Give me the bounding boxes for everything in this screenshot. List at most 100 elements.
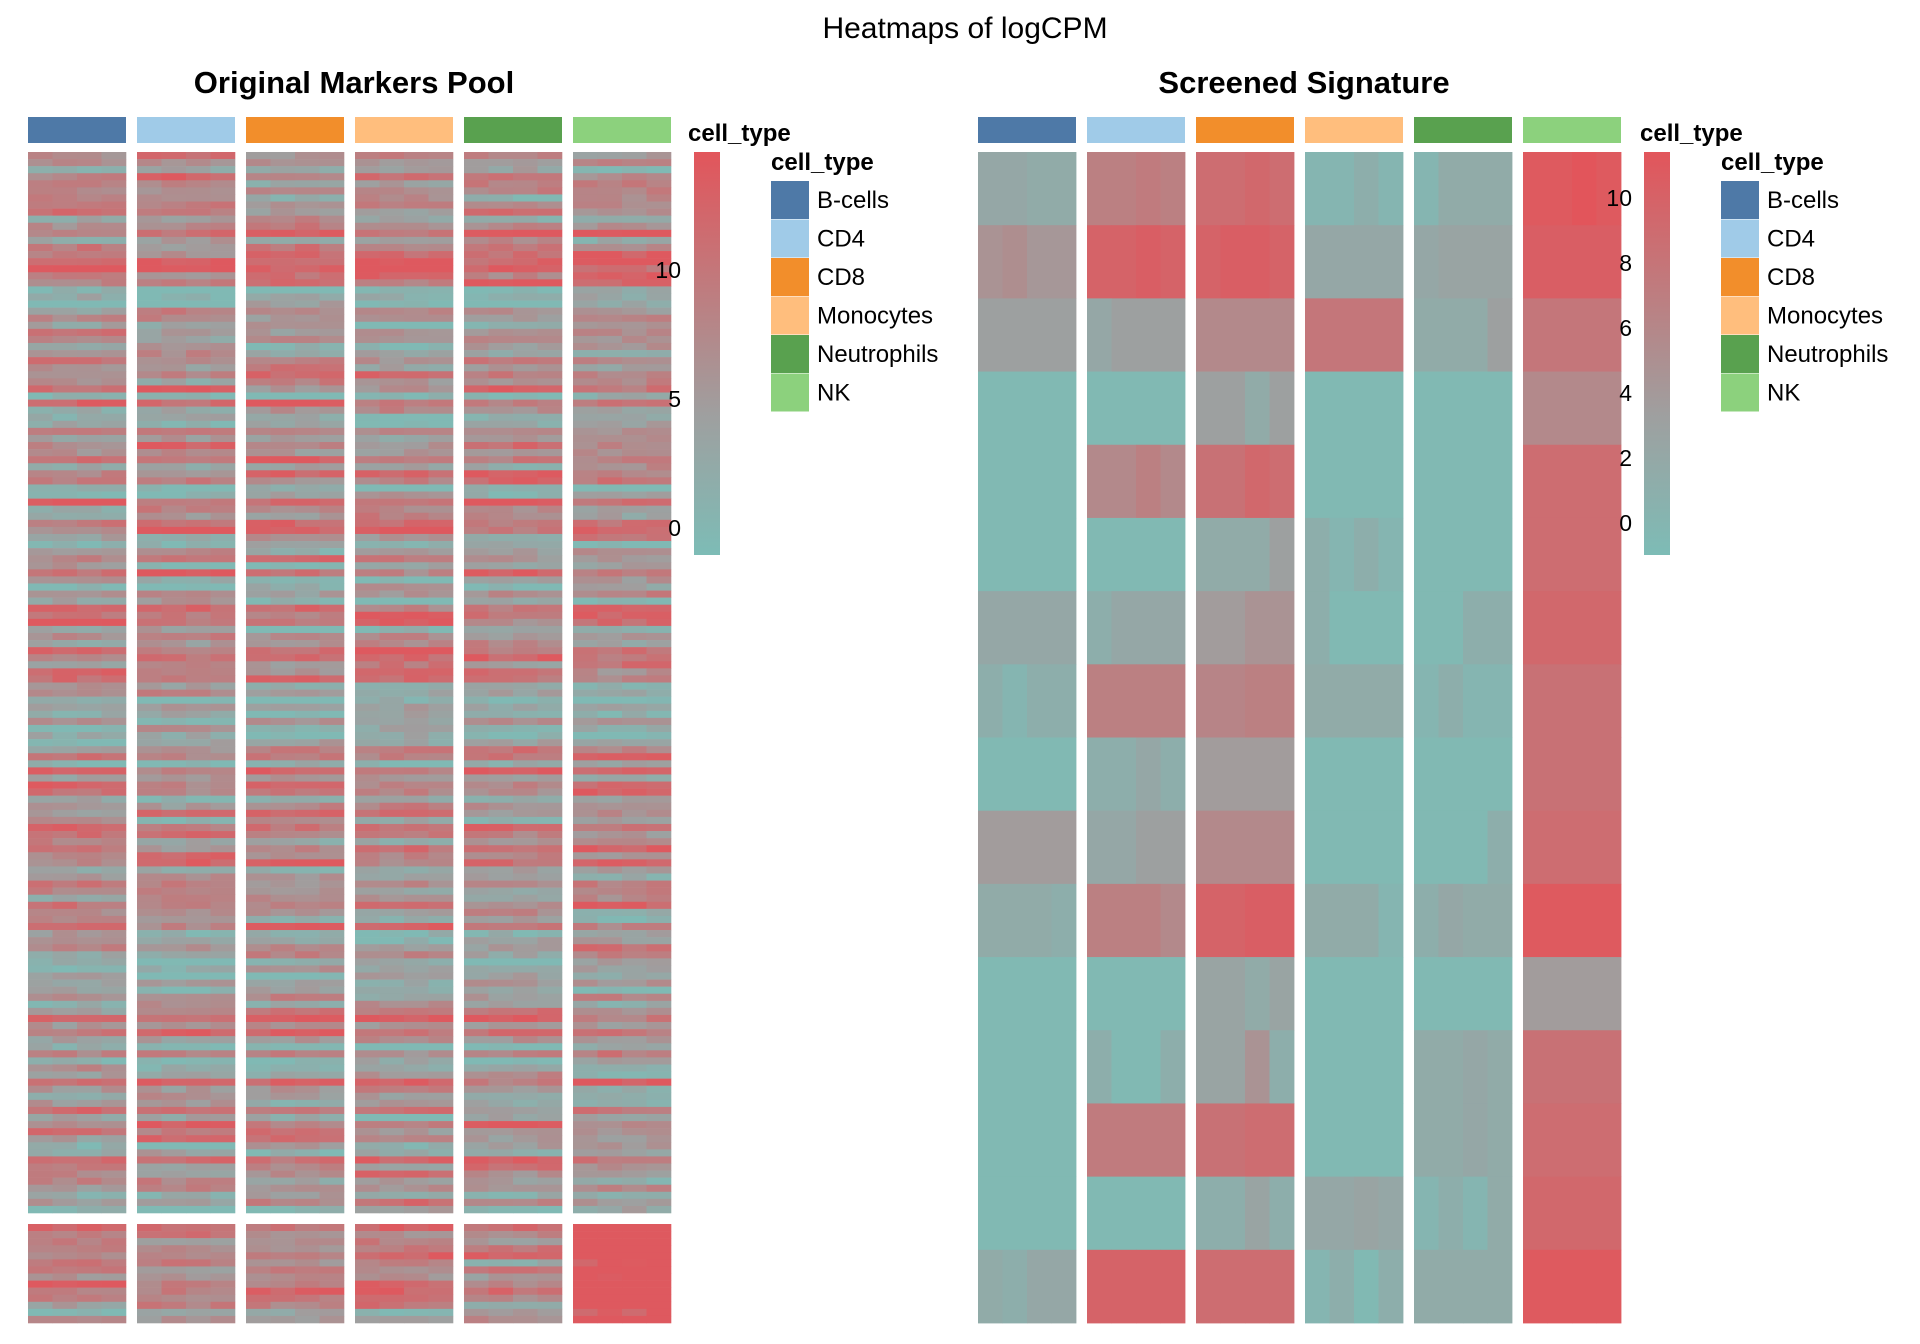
heatmap-cell [573, 427, 598, 436]
heatmap-cell [186, 1092, 211, 1101]
heatmap-cell [1414, 1103, 1439, 1178]
heatmap-cell [355, 661, 380, 669]
heatmap-cell [379, 1231, 405, 1239]
heatmap-cell [186, 1273, 211, 1281]
heatmap-cell [355, 922, 380, 931]
heatmap-cell [428, 442, 454, 450]
heatmap-cell [270, 1301, 296, 1310]
heatmap-cell [404, 1036, 429, 1044]
heatmap-cell [597, 618, 623, 627]
heatmap-cell [137, 753, 162, 761]
heatmap-cell [1220, 1249, 1246, 1324]
heatmap-cell [137, 590, 162, 598]
heatmap-cell [464, 590, 489, 598]
heatmap-cell [246, 180, 271, 188]
legend-label-nk: NK [817, 380, 850, 407]
heatmap-cell [246, 831, 271, 839]
heatmap-cell [355, 1191, 380, 1200]
heatmap-cell [464, 696, 489, 705]
heatmap-cell [379, 915, 405, 924]
heatmap-cell [597, 859, 623, 867]
heatmap-cell [622, 1224, 647, 1232]
heatmap-cell [428, 279, 454, 287]
heatmap-cell [246, 350, 271, 358]
heatmap-cell [28, 442, 53, 450]
heatmap-cell [404, 321, 429, 330]
heatmap-cell [513, 682, 538, 690]
heatmap-cell [210, 647, 236, 655]
heatmap-cell [513, 746, 538, 754]
heatmap-cell [622, 675, 647, 683]
heatmap-cell [622, 710, 647, 719]
heatmap-cell [379, 1238, 405, 1246]
heatmap-cell [246, 1259, 271, 1267]
heatmap-cell [28, 831, 53, 839]
heatmap-cell [161, 1078, 187, 1086]
heatmap-cell [488, 1149, 514, 1157]
heatmap-cell [186, 1128, 211, 1136]
heatmap-cell [513, 201, 538, 209]
heatmap-cell [1111, 664, 1137, 738]
heatmap-cell [101, 625, 127, 634]
heatmap-cell [101, 1259, 127, 1267]
heatmap-cell [186, 208, 211, 216]
heatmap-cell [246, 152, 271, 160]
heatmap-cell [513, 1231, 538, 1239]
heatmap-cell [295, 739, 320, 747]
heatmap-cell [355, 498, 380, 506]
heatmap-cell [428, 915, 454, 924]
heatmap-cell [246, 1184, 271, 1193]
heatmap-cell [77, 1163, 102, 1171]
heatmap-cell [52, 548, 78, 556]
heatmap-cell [488, 258, 514, 266]
heatmap-cell [246, 1301, 271, 1310]
heatmap-cell [355, 866, 380, 874]
heatmap-cell [101, 590, 127, 598]
heatmap-cell [210, 1273, 236, 1281]
heatmap-cell [464, 625, 489, 634]
heatmap-cell [1002, 1103, 1028, 1178]
heatmap-cell [379, 901, 405, 910]
heatmap-cell [646, 272, 672, 280]
heatmap-cell [513, 519, 538, 528]
heatmap-cell [52, 908, 78, 917]
heatmap-cell [295, 498, 320, 506]
heatmap-cell [210, 1022, 236, 1030]
heatmap-cell [1354, 152, 1379, 226]
heatmap-cell [295, 512, 320, 521]
heatmap-cell [1002, 298, 1028, 372]
heatmap-cell [573, 774, 598, 782]
heatmap-cell [428, 859, 454, 867]
heatmap-cell [404, 1057, 429, 1065]
heatmap-cell [597, 937, 623, 945]
heatmap-cell [404, 251, 429, 259]
heatmap-cell [622, 887, 647, 895]
heatmap-cell [379, 229, 405, 238]
heatmap-cell [137, 654, 162, 662]
heatmap-cell [137, 767, 162, 775]
heatmap-cell [355, 675, 380, 683]
heatmap-cell [295, 569, 320, 577]
heatmap-cell [355, 1043, 380, 1051]
heatmap-cell [246, 930, 271, 938]
heatmap-cell [28, 300, 53, 308]
heatmap-cell [573, 180, 598, 188]
heatmap-cell [246, 1036, 271, 1044]
heatmap-cell [513, 845, 538, 853]
heatmap-cell [573, 229, 598, 238]
heatmap-cell [1087, 298, 1112, 372]
heatmap-cell [210, 548, 236, 556]
heatmap-cell [428, 894, 454, 903]
heatmap-cell [161, 1198, 187, 1207]
heatmap-cell [295, 1308, 320, 1317]
heatmap-cell [404, 279, 429, 287]
heatmap-cell [52, 901, 78, 910]
heatmap-cell [597, 1252, 623, 1260]
heatmap-cell [210, 1238, 236, 1246]
heatmap-cell [513, 597, 538, 605]
heatmap-cell [161, 1092, 187, 1101]
heatmap-cell [513, 215, 538, 224]
heatmap-cell [319, 739, 345, 747]
heatmap-cell [161, 661, 187, 669]
legend-label-cd4: CD4 [817, 226, 865, 253]
